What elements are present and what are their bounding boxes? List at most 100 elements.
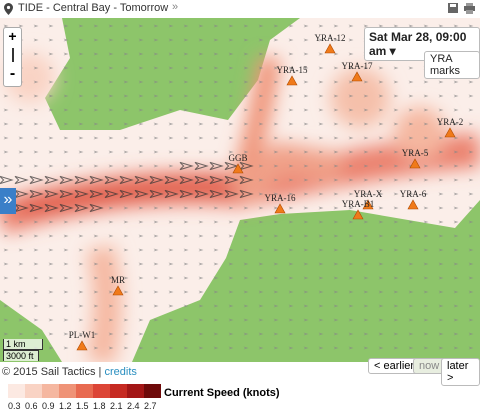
arrow [423, 318, 429, 322]
arrow [63, 94, 69, 98]
later-button[interactable]: later > [441, 358, 480, 386]
arrow [348, 136, 354, 140]
arrow [63, 304, 69, 308]
arrow [33, 290, 39, 294]
arrow [198, 248, 204, 252]
zoom-out[interactable]: - [9, 65, 16, 82]
arrow [318, 150, 324, 154]
arrow [213, 262, 219, 266]
file-icons[interactable] [448, 3, 476, 14]
arrow [18, 108, 24, 112]
arrow [288, 136, 294, 140]
arrow [78, 164, 84, 168]
arrow [453, 290, 459, 294]
mark-label: MR [111, 275, 125, 285]
arrow [408, 346, 414, 350]
mark-label: YRA-15 [277, 65, 308, 75]
arrow [138, 80, 144, 84]
arrow [63, 234, 69, 238]
arrow [258, 192, 264, 196]
arrow [423, 234, 429, 238]
arrow [198, 66, 204, 70]
arrow [198, 262, 204, 266]
arrow [378, 164, 384, 168]
marks-button[interactable]: YRA marks [424, 51, 480, 79]
arrow [468, 220, 474, 224]
arrow [59, 203, 74, 213]
arrow [213, 108, 219, 112]
arrow [288, 290, 294, 294]
arrow [348, 234, 354, 238]
arrow [378, 346, 384, 350]
credits-link[interactable]: credits [104, 366, 137, 378]
arrow [258, 346, 264, 350]
arrow [183, 234, 189, 238]
arrow [258, 38, 264, 42]
arrow [243, 122, 249, 126]
arrow [78, 150, 84, 154]
arrow [393, 80, 399, 84]
zoom-in[interactable]: + [8, 28, 17, 44]
mark-cone [76, 340, 88, 351]
arrow [378, 332, 384, 336]
arrow [378, 122, 384, 126]
date-select[interactable]: Sat Mar 28, 09:00 am ▾ [364, 27, 480, 61]
zoom-slider[interactable] [11, 48, 14, 62]
arrow [438, 220, 444, 224]
arrow [273, 108, 279, 112]
legend-label: 2.4 [127, 401, 140, 411]
arrow [288, 220, 294, 224]
current-arrows [0, 24, 474, 350]
arrow [273, 206, 279, 210]
arrow [243, 276, 249, 280]
arrow [3, 262, 9, 266]
arrow [108, 248, 114, 252]
arrow [14, 203, 29, 213]
arrow [48, 234, 54, 238]
header-arrow[interactable]: » [172, 1, 179, 13]
arrow [408, 108, 414, 112]
arrow [453, 248, 459, 252]
arrow [228, 150, 234, 154]
arrow [273, 136, 279, 140]
arrow [78, 122, 84, 126]
arrow [33, 248, 39, 252]
arrow [258, 318, 264, 322]
map[interactable]: YRA-12 YRA-15 YRA-17 YRA-2 YRA-5 GGB YRA-16 YRA… [0, 18, 480, 362]
arrow [198, 52, 204, 56]
arrow [423, 164, 429, 168]
mark-cone [112, 285, 124, 296]
arrow [194, 175, 209, 185]
arrow [363, 178, 369, 182]
arrow [393, 248, 399, 252]
arrow [198, 332, 204, 336]
arrow [408, 234, 414, 238]
arrow [93, 52, 99, 56]
arrow [3, 332, 9, 336]
arrow [93, 150, 99, 154]
arrow [194, 161, 209, 171]
arrow [0, 175, 14, 185]
earlier-button[interactable]: < earlier [368, 358, 421, 374]
arrow [104, 175, 119, 185]
arrow [213, 122, 219, 126]
arrow [213, 290, 219, 294]
arrow [108, 94, 114, 98]
arrow [378, 262, 384, 266]
now-button[interactable]: now [413, 358, 446, 374]
arrow [288, 262, 294, 266]
expand-tab[interactable]: » [0, 188, 16, 214]
arrow [408, 66, 414, 70]
arrow [333, 94, 339, 98]
arrow [183, 206, 189, 210]
arrow [318, 318, 324, 322]
arrow [153, 262, 159, 266]
arrow [228, 94, 234, 98]
arrow [213, 234, 219, 238]
arrow [258, 332, 264, 336]
arrow [438, 318, 444, 322]
arrow [198, 94, 204, 98]
mark-label: YRA-B1 [342, 199, 375, 209]
arrow [168, 24, 174, 28]
arrow [468, 262, 474, 266]
